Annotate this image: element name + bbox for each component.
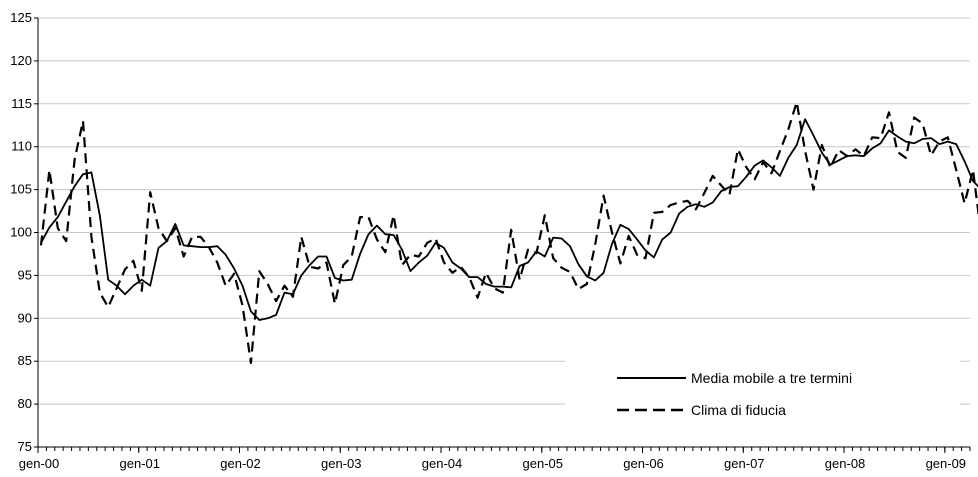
- x-tick-label: gen-02: [220, 456, 260, 471]
- y-tick-label: 110: [11, 139, 32, 154]
- x-axis: gen-00 gen-01 gen-02 gen-03 gen-04 gen-05 gen-…: [19, 446, 971, 471]
- x-tick-label: gen-09: [926, 456, 966, 471]
- x-tick-label: gen-08: [825, 456, 865, 471]
- legend-label-clima-fiducia: Clima di fiducia: [691, 402, 786, 418]
- y-tick-label: 80: [18, 396, 32, 411]
- series-line-media-mobile: [40, 118, 978, 321]
- y-tick-label: 120: [10, 53, 32, 68]
- y-tick-label: 125: [10, 10, 32, 25]
- y-tick-label: 100: [10, 225, 32, 240]
- x-tick-label: gen-06: [623, 456, 663, 471]
- y-tick-label: 85: [18, 353, 32, 368]
- y-tick-label: 95: [18, 267, 32, 282]
- y-axis: 75 80 85 90 95 100 105 110 115 120 125: [10, 10, 39, 454]
- x-tick-label: gen-05: [523, 456, 563, 471]
- series-line-clima-di-fiducia: [39, 100, 978, 364]
- x-tick-label: gen-03: [321, 456, 361, 471]
- x-tick-label: gen-01: [120, 456, 160, 471]
- y-tick-label: 90: [18, 310, 32, 325]
- x-tick-label: gen-04: [422, 456, 462, 471]
- y-tick-label: 115: [11, 96, 32, 111]
- y-tick-label: 75: [18, 439, 32, 454]
- x-tick-label: gen-00: [19, 456, 59, 471]
- x-tick-label: gen-07: [724, 456, 764, 471]
- legend: Media mobile a tre termini Clima di fidu…: [565, 357, 960, 441]
- plot-series: [39, 100, 978, 364]
- y-tick-label: 105: [10, 182, 32, 197]
- legend-box: [565, 357, 960, 441]
- legend-label-media-mobile: Media mobile a tre termini: [691, 370, 852, 386]
